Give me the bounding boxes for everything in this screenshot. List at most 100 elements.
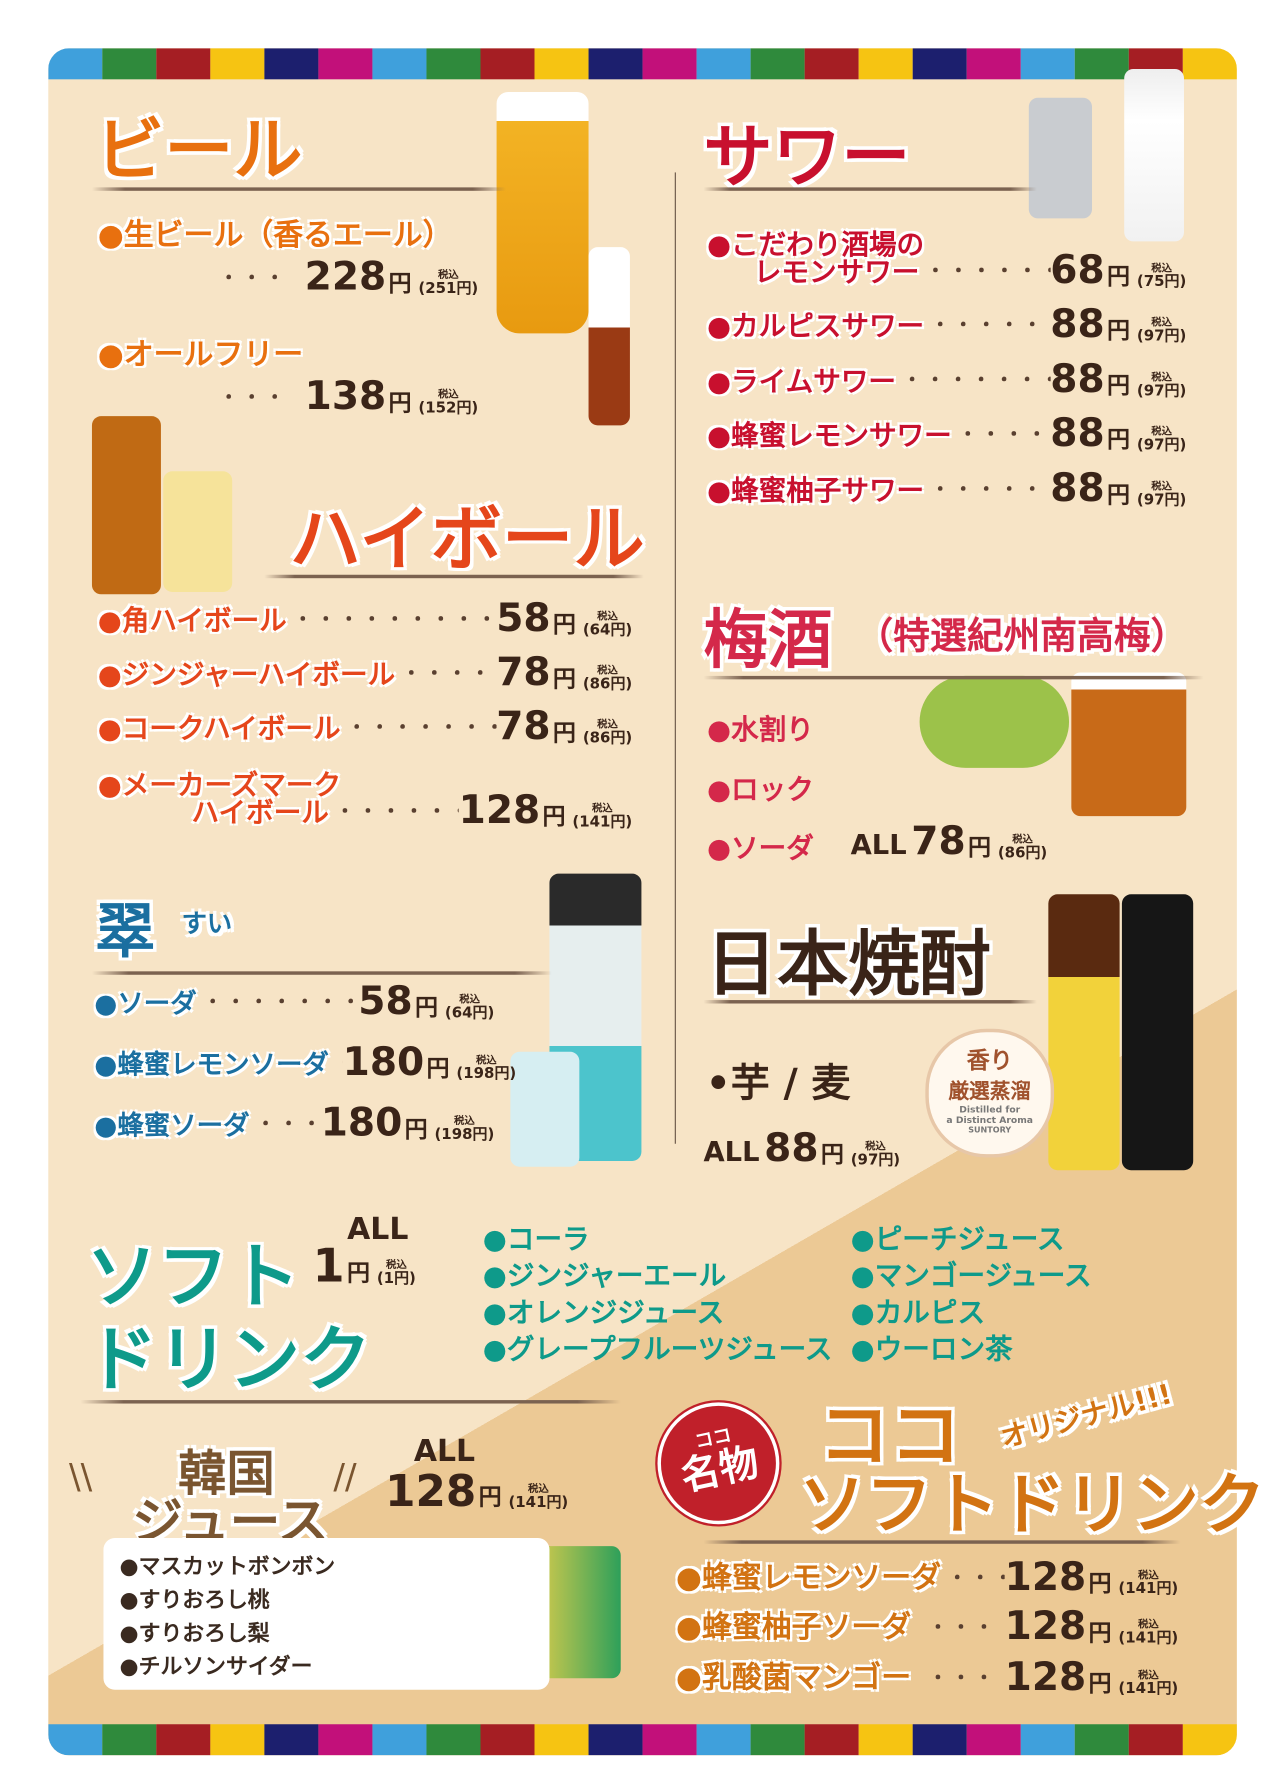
- price: 128 円税込 (141円): [1005, 1558, 1179, 1597]
- leader-dots: ・・・・・・・・・・・・: [293, 608, 497, 630]
- stripe-block: [1074, 48, 1129, 80]
- stripe-block: [588, 1724, 643, 1756]
- stripe-block: [372, 48, 427, 80]
- tax-included-price: 税込 (141円): [572, 804, 632, 830]
- tax-price-value: (86円): [997, 844, 1048, 863]
- umeshu-item: ●水割り: [706, 713, 814, 747]
- price-value: 180: [320, 1100, 403, 1147]
- tax-label: 税込: [1151, 426, 1172, 438]
- seal-text: a Distinct Aroma: [946, 1115, 1034, 1126]
- price: 128 円税込 (141円): [385, 1469, 568, 1513]
- menu-item-name: レモンサワー: [753, 256, 920, 289]
- price-value: 88: [1050, 465, 1105, 512]
- sui-title: 翠: [95, 897, 156, 967]
- all-label: ALL: [347, 1212, 409, 1248]
- color-stripe-top: [48, 48, 1237, 80]
- soft-drink-item: ●ウーロン茶: [850, 1333, 1013, 1366]
- tax-included-price: 税込 (97円): [1137, 482, 1186, 508]
- tax-price-value: (141円): [1118, 1680, 1179, 1698]
- price: 78 円税込 (86円): [496, 653, 632, 692]
- stripe-block: [750, 1724, 805, 1756]
- menu-card: [48, 48, 1237, 1756]
- background-accent: [48, 48, 1237, 1756]
- stripe-block: [534, 1724, 589, 1756]
- price-value: 88: [1050, 410, 1105, 457]
- price-unit: 円: [552, 664, 576, 692]
- tax-price-value: (251円): [418, 280, 479, 298]
- price-unit: 円: [1106, 316, 1130, 344]
- tax-label: 税込: [1137, 1570, 1159, 1582]
- price: 180 円税込 (198円): [343, 1043, 517, 1082]
- leader-dots: ・・・・・・・・・・・・: [203, 990, 359, 1013]
- price-unit: 円: [426, 1054, 450, 1082]
- leader-dots: ・・・・・・・・・・・・: [402, 662, 496, 684]
- shochu-items: •芋 / 麦: [705, 1060, 851, 1107]
- color-stripe-bottom: [48, 1724, 1237, 1756]
- price: 88 円税込 (97円): [1050, 360, 1186, 399]
- menu-item-name: ●ライムサワー: [706, 365, 896, 398]
- price-unit: 円: [346, 1258, 370, 1287]
- umeshu-glass-image: [1071, 672, 1187, 817]
- soft-drink-item: ●ジンジャーエール: [482, 1259, 727, 1293]
- stripe-block: [1182, 1724, 1237, 1756]
- divider: [703, 1000, 1037, 1004]
- leader-dots: ・・・・・・・・・・・・: [347, 716, 496, 738]
- soft-title-line1: ソフト: [86, 1234, 301, 1319]
- menu-item-price-line: ・・・ 138 円税込 (152円): [213, 377, 479, 416]
- tax-included-price: 税込 (75円): [1137, 263, 1186, 289]
- divider: [80, 1400, 621, 1404]
- tax-included-price: 税込 (97円): [1137, 372, 1186, 398]
- soft-drink-item: ●コーラ: [482, 1223, 590, 1256]
- leader-dots: ・・・・・・・・・・・・: [335, 800, 459, 822]
- menu-item-price-line: ・・・ 228 円税込 (251円): [213, 257, 479, 296]
- column-divider: [674, 172, 676, 1144]
- price-value: 68: [1050, 247, 1105, 294]
- leader-dots: ・・・: [947, 1566, 1005, 1589]
- divider: [703, 675, 1204, 680]
- stripe-block: [696, 48, 751, 80]
- price-unit: 円: [1106, 371, 1130, 399]
- price-value: 78: [911, 818, 966, 865]
- leader-dots: ・・・・・・・・・・・・: [931, 478, 1050, 501]
- korean-juice-item: ●すりおろし桃: [119, 1587, 270, 1613]
- menu-item-name: ●ソーダ: [94, 989, 197, 1020]
- price: 88 円税込 (97円): [764, 1129, 900, 1168]
- stripe-block: [966, 1724, 1021, 1756]
- stripe-block: [1128, 1724, 1183, 1756]
- tax-label: 税込: [437, 389, 459, 402]
- price-unit: 円: [388, 388, 412, 417]
- tax-included-price: 税込 (64円): [583, 612, 632, 638]
- price-value: 180: [342, 1039, 425, 1086]
- price: 88 円税込 (97円): [1050, 414, 1186, 453]
- seal-text: SUNTORY: [968, 1125, 1012, 1135]
- sour-glass-image: [1028, 97, 1093, 219]
- price-value: 128: [1004, 1603, 1087, 1650]
- shochu-bottle-mugi-image: [1121, 894, 1194, 1171]
- soft-title-line2: ドリンク: [86, 1317, 372, 1402]
- stripe-block: [804, 48, 859, 80]
- divider: [703, 187, 1037, 191]
- shochu-title: 日本焼酎: [705, 921, 991, 1006]
- tax-included-price: 税込 (141円): [508, 1484, 568, 1510]
- sui-glass-image: [510, 1051, 580, 1167]
- shochu-bottle-imo-image: [1048, 894, 1120, 1171]
- tax-price-value: (97円): [1136, 382, 1187, 401]
- tax-label: 税込: [1137, 1619, 1159, 1632]
- price-unit: 円: [1088, 1669, 1112, 1697]
- menu-item-name: ●オールフリー: [98, 331, 303, 374]
- tax-price-value: (141円): [572, 813, 633, 832]
- price-unit: 円: [542, 802, 566, 830]
- sui-reading: すい: [181, 910, 233, 940]
- leader-dots: ・・・・・・・・・・・・: [329, 1047, 343, 1081]
- menu-item-name: ●メーカーズマーク: [97, 769, 342, 802]
- stripe-block: [750, 48, 805, 80]
- menu-item: ●乳酸菌マンゴー ・・・ 128 円税込 (141円): [676, 1654, 1178, 1697]
- price-unit: 円: [967, 833, 991, 861]
- tax-price-value: (97円): [1136, 327, 1187, 345]
- stripe-block: [534, 48, 589, 80]
